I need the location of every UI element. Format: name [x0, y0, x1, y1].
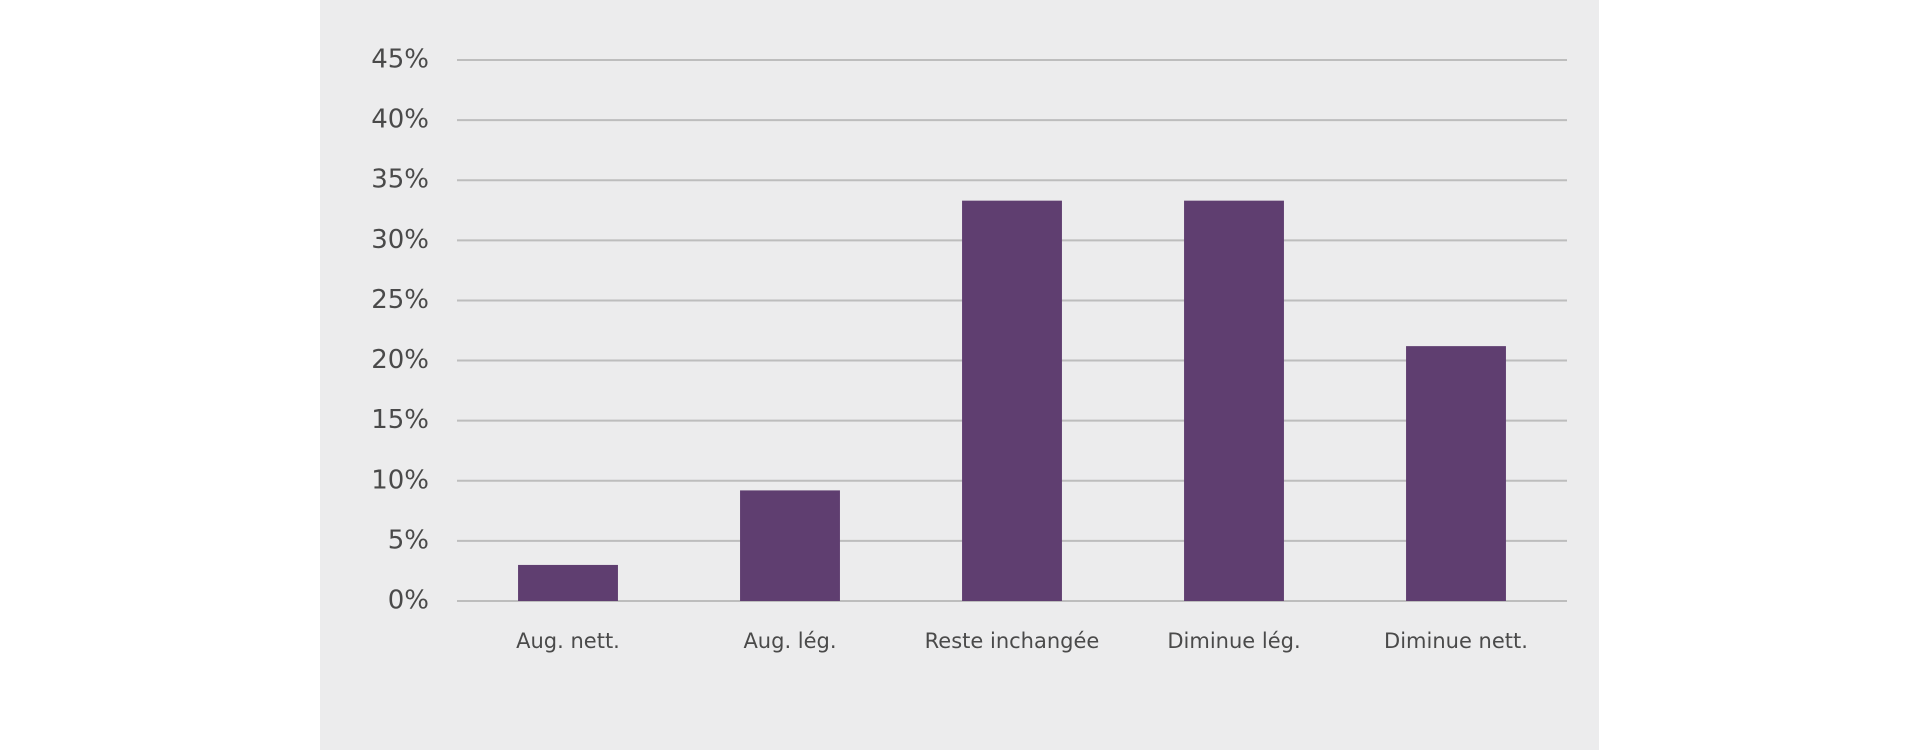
bar: [518, 564, 618, 601]
x-tick-label: Diminue lég.: [1167, 629, 1300, 653]
y-tick-label: 0%: [388, 586, 429, 616]
x-tick-label: Reste inchangée: [925, 629, 1100, 653]
chart-background: [320, 0, 1599, 750]
y-tick-label: 30%: [371, 225, 429, 255]
y-tick-label: 20%: [371, 345, 429, 375]
y-tick-label: 25%: [371, 285, 429, 315]
bar: [740, 490, 840, 601]
x-tick-label: Aug. nett.: [516, 629, 620, 653]
x-tick-label: Aug. lég.: [743, 629, 836, 653]
y-tick-label: 40%: [371, 105, 429, 135]
y-tick-label: 5%: [388, 525, 429, 555]
bar: [1406, 346, 1506, 601]
x-tick-label: Diminue nett.: [1384, 629, 1528, 653]
bar: [1184, 200, 1284, 601]
bar: [962, 200, 1062, 601]
y-tick-label: 15%: [371, 405, 429, 435]
y-tick-label: 45%: [371, 45, 429, 75]
y-tick-label: 10%: [371, 465, 429, 495]
y-tick-label: 35%: [371, 165, 429, 195]
